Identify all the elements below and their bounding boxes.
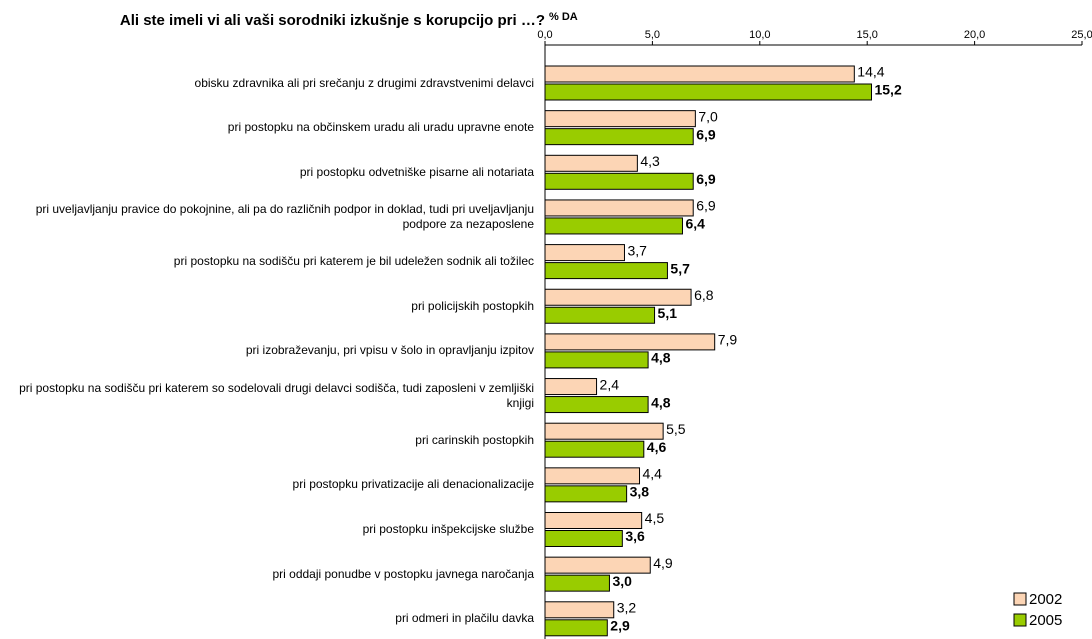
x-tick-label: 5,0 — [645, 29, 660, 41]
bar — [544, 601, 615, 619]
value-label: 15,2 — [874, 82, 901, 98]
bar — [544, 619, 608, 637]
category-label: pri postopku na sodišču pri katerem je b… — [173, 254, 534, 269]
value-label: 3,7 — [627, 242, 647, 258]
x-tick-label: 10,0 — [749, 29, 770, 41]
category-label: pri postopku na občinskem uradu ali urad… — [227, 120, 534, 135]
category-label: pri uveljavljanju pravice do pokojnine, … — [35, 201, 534, 231]
category-label: pri postopku odvetniške pisarne ali nota… — [299, 164, 534, 179]
category-label: pri oddaji ponudbe v postopku javnega na… — [272, 566, 534, 581]
category-label: pri policijskih postopkih — [411, 298, 534, 313]
bar — [544, 217, 683, 235]
x-tick-label: 0,0 — [537, 29, 552, 41]
bar — [544, 467, 641, 485]
bar — [544, 530, 623, 547]
value-label: 4,5 — [645, 510, 665, 526]
axis-label: % DA — [549, 11, 578, 23]
value-label: 6,8 — [694, 287, 714, 303]
bar — [544, 110, 696, 128]
value-label: 4,8 — [651, 394, 671, 410]
bar — [544, 262, 668, 280]
bar — [544, 288, 692, 306]
category-label: pri izobraževanju, pri vpisu v šolo in o… — [245, 343, 534, 358]
value-label: 4,6 — [647, 439, 667, 455]
value-label: 6,9 — [696, 126, 716, 142]
value-label: 2,9 — [610, 618, 630, 634]
bar — [544, 351, 649, 369]
value-label: 3,8 — [630, 484, 650, 500]
value-label: 7,9 — [718, 332, 738, 348]
x-tick-label: 25,0 — [1071, 29, 1092, 41]
legend-label: 2002 — [1029, 591, 1062, 608]
category-label: pri postopku na sodišču pri katerem so s… — [19, 380, 534, 410]
bar — [544, 396, 649, 414]
bar — [544, 485, 628, 503]
value-label: 4,3 — [640, 153, 660, 169]
legend-swatch — [1013, 592, 1027, 606]
bar — [544, 83, 872, 101]
legend-swatch — [1013, 613, 1027, 627]
bar — [544, 172, 694, 190]
value-label: 6,9 — [696, 198, 716, 214]
value-label: 7,0 — [698, 108, 718, 124]
value-label: 4,8 — [651, 350, 671, 366]
category-label: pri carinskih postopkih — [415, 432, 534, 447]
bar — [544, 422, 664, 440]
category-label: pri odmeri in plačilu davka — [395, 611, 534, 626]
x-tick-label: 15,0 — [856, 29, 877, 41]
bar — [544, 378, 598, 396]
bar — [544, 244, 625, 262]
value-label: 14,4 — [857, 64, 884, 80]
value-label: 6,4 — [685, 216, 705, 232]
value-label: 3,2 — [617, 600, 637, 616]
value-label: 5,5 — [666, 421, 686, 437]
value-label: 4,9 — [653, 555, 673, 571]
bar — [544, 574, 610, 592]
value-label: 3,0 — [612, 573, 632, 589]
bar — [544, 154, 638, 172]
value-label: 5,1 — [658, 305, 678, 321]
chart-title: Ali ste imeli vi ali vaši sorodniki izku… — [120, 12, 545, 29]
legend-label: 2005 — [1029, 612, 1062, 629]
bar — [544, 333, 716, 351]
value-label: 2,4 — [600, 376, 620, 392]
category-label: obisku zdravnika ali pri srečanju z drug… — [194, 75, 534, 90]
category-label: pri postopku inšpekcijske službe — [362, 522, 534, 536]
bar — [544, 440, 645, 458]
bar — [544, 128, 694, 146]
value-label: 4,4 — [643, 466, 663, 482]
value-label: 3,6 — [625, 528, 645, 544]
x-tick-label: 20,0 — [964, 29, 985, 41]
category-label: pri postopku privatizacije ali denaciona… — [292, 477, 534, 492]
bar — [544, 65, 855, 83]
bar — [544, 512, 643, 529]
value-label: 6,9 — [696, 171, 716, 187]
bar — [544, 306, 656, 324]
value-label: 5,7 — [670, 260, 690, 276]
bar — [544, 556, 651, 574]
bar — [544, 199, 694, 217]
